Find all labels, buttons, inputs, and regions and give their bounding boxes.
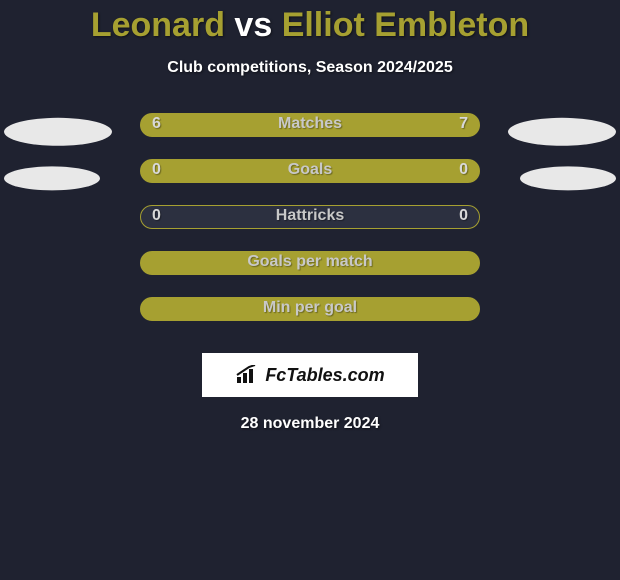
stat-row: Goals 0 0 xyxy=(0,159,620,205)
source-badge-text: FcTables.com xyxy=(265,365,384,386)
player1-name: Leonard xyxy=(91,6,225,44)
stat-value-right: 0 xyxy=(459,207,468,225)
player-ellipse-left xyxy=(4,166,100,190)
stat-value-left: 6 xyxy=(152,115,161,133)
source-badge: FcTables.com xyxy=(202,353,418,397)
stat-label: Goals per match xyxy=(247,253,372,271)
stat-value-left: 0 xyxy=(152,207,161,225)
stat-label: Matches xyxy=(278,115,342,133)
stat-label: Hattricks xyxy=(276,207,344,225)
chart-icon xyxy=(235,365,261,385)
stat-value-right: 7 xyxy=(459,115,468,133)
stat-row: Matches 6 7 xyxy=(0,113,620,159)
stats-rows: Matches 6 7 Goals 0 0 Hattricks 0 0 Goals per mat… xyxy=(0,113,620,343)
stat-value-left: 0 xyxy=(152,161,161,179)
stat-row: Hattricks 0 0 xyxy=(0,205,620,251)
vs-text: vs xyxy=(225,6,282,44)
player-ellipse-left xyxy=(4,118,112,146)
stat-label: Goals xyxy=(288,161,332,179)
stat-label: Min per goal xyxy=(263,299,357,317)
stat-value-right: 0 xyxy=(459,161,468,179)
player-ellipse-right xyxy=(508,118,616,146)
stat-row: Min per goal xyxy=(0,297,620,343)
subtitle: Club competitions, Season 2024/2025 xyxy=(0,59,620,77)
player-ellipse-right xyxy=(520,166,616,190)
date-text: 28 november 2024 xyxy=(0,415,620,433)
page-title: Leonard vs Elliot Embleton xyxy=(0,0,620,45)
player2-name: Elliot Embleton xyxy=(282,6,529,44)
stat-row: Goals per match xyxy=(0,251,620,297)
